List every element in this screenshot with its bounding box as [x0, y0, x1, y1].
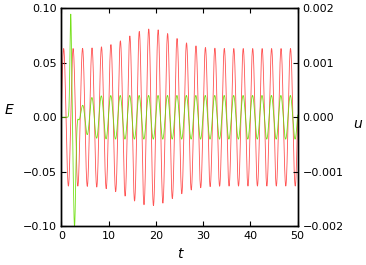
- Y-axis label: E: E: [4, 103, 13, 117]
- Y-axis label: u: u: [353, 117, 362, 131]
- X-axis label: t: t: [177, 247, 182, 261]
